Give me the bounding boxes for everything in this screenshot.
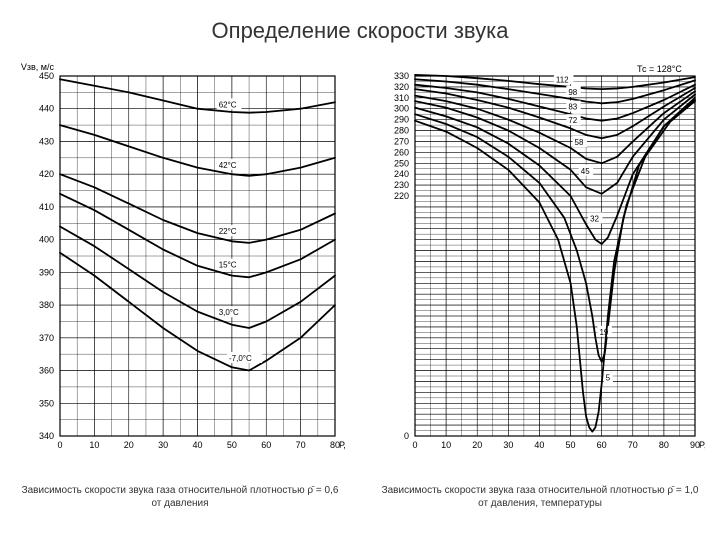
svg-text:10: 10 (441, 440, 451, 450)
svg-text:98: 98 (568, 88, 577, 97)
svg-text:60: 60 (597, 440, 607, 450)
left-chart-block: 01020304050607080Р,атм340350360370380390… (15, 58, 345, 510)
svg-text:50: 50 (566, 440, 576, 450)
svg-text:290: 290 (394, 115, 409, 125)
svg-text:58: 58 (575, 138, 584, 147)
svg-text:310: 310 (394, 93, 409, 103)
svg-text:-7,0°C: -7,0°C (229, 354, 252, 363)
svg-text:320: 320 (394, 82, 409, 92)
svg-text:300: 300 (394, 104, 409, 114)
svg-text:0: 0 (57, 440, 62, 450)
svg-text:240: 240 (394, 169, 409, 179)
svg-text:340: 340 (39, 431, 54, 441)
svg-text:70: 70 (628, 440, 638, 450)
chart-left: 01020304050607080Р,атм340350360370380390… (15, 58, 345, 478)
charts-container: 01020304050607080Р,атм340350360370380390… (0, 58, 720, 510)
svg-text:60: 60 (261, 440, 271, 450)
svg-text:50: 50 (227, 440, 237, 450)
svg-text:70: 70 (296, 440, 306, 450)
svg-text:32: 32 (590, 214, 599, 223)
svg-text:380: 380 (39, 300, 54, 310)
svg-text:440: 440 (39, 104, 54, 114)
svg-text:350: 350 (39, 398, 54, 408)
svg-text:Р,атм: Р,атм (339, 440, 345, 450)
svg-text:400: 400 (39, 235, 54, 245)
svg-text:250: 250 (394, 158, 409, 168)
svg-text:22°C: 22°C (219, 227, 237, 236)
svg-text:45: 45 (581, 167, 590, 176)
svg-text:Тс = 128°C: Тс = 128°C (637, 64, 682, 74)
page-title: Определение скорости звука (0, 18, 720, 44)
svg-text:5: 5 (606, 374, 611, 383)
svg-text:72: 72 (568, 116, 577, 125)
svg-text:40: 40 (192, 440, 202, 450)
svg-text:0: 0 (412, 440, 417, 450)
svg-text:42°C: 42°C (219, 161, 237, 170)
svg-text:280: 280 (394, 126, 409, 136)
svg-text:270: 270 (394, 136, 409, 146)
svg-text:230: 230 (394, 180, 409, 190)
svg-text:40: 40 (534, 440, 544, 450)
svg-text:20: 20 (472, 440, 482, 450)
right-chart-block: 0102030405060708090P, атм022023024025026… (375, 58, 705, 510)
svg-text:410: 410 (39, 202, 54, 212)
svg-text:390: 390 (39, 267, 54, 277)
svg-text:83: 83 (568, 103, 577, 112)
caption-right: Зависимость скорости звука газа относите… (380, 484, 700, 510)
svg-text:260: 260 (394, 147, 409, 157)
svg-text:330: 330 (394, 71, 409, 81)
svg-text:0: 0 (404, 431, 409, 441)
svg-text:10: 10 (89, 440, 99, 450)
svg-text:360: 360 (39, 366, 54, 376)
svg-text:15°C: 15°C (219, 261, 237, 270)
svg-text:30: 30 (503, 440, 513, 450)
svg-text:62°C: 62°C (219, 100, 237, 109)
caption-left: Зависимость скорости звука газа относите… (20, 484, 340, 510)
svg-text:Vзв, м/с: Vзв, м/с (21, 62, 55, 72)
svg-text:430: 430 (39, 136, 54, 146)
chart-right: 0102030405060708090P, атм022023024025026… (375, 58, 705, 478)
svg-text:3,0°C: 3,0°C (219, 308, 239, 317)
svg-text:220: 220 (394, 191, 409, 201)
svg-text:450: 450 (39, 71, 54, 81)
svg-text:30: 30 (158, 440, 168, 450)
svg-text:420: 420 (39, 169, 54, 179)
svg-text:370: 370 (39, 333, 54, 343)
svg-text:112: 112 (556, 75, 569, 84)
svg-text:P, атм: P, атм (699, 440, 705, 450)
svg-text:80: 80 (659, 440, 669, 450)
svg-text:20: 20 (124, 440, 134, 450)
